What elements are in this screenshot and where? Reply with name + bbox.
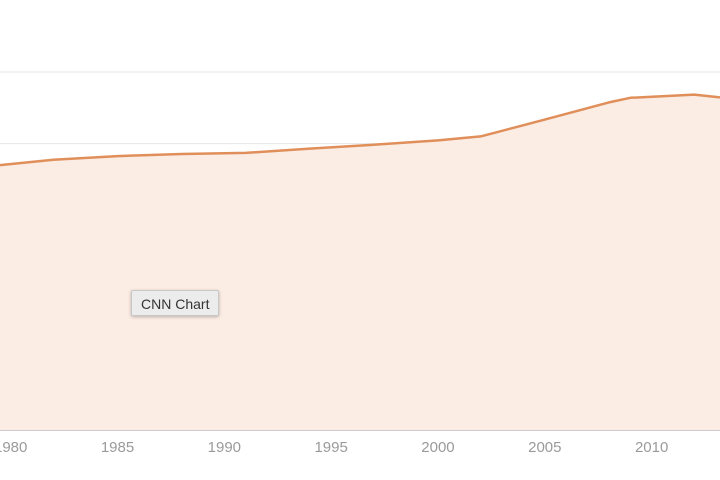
x-tick-label-1980: 1980 (0, 439, 27, 456)
area-fill (0, 94, 720, 430)
x-axis-ticks: 19801985199019952000200520102015 (0, 439, 668, 456)
x-tick-label-1995: 1995 (314, 439, 347, 456)
x-tick-label-1990: 1990 (208, 439, 241, 456)
tooltip: CNN Chart (131, 290, 220, 316)
x-tick-label-1985: 1985 (101, 439, 134, 456)
series-line (0, 93, 720, 167)
x-tick-label-2010: 2010 (635, 439, 668, 456)
x-tick-label-2000: 2000 (421, 439, 454, 456)
x-tick-label-2005: 2005 (528, 439, 561, 456)
